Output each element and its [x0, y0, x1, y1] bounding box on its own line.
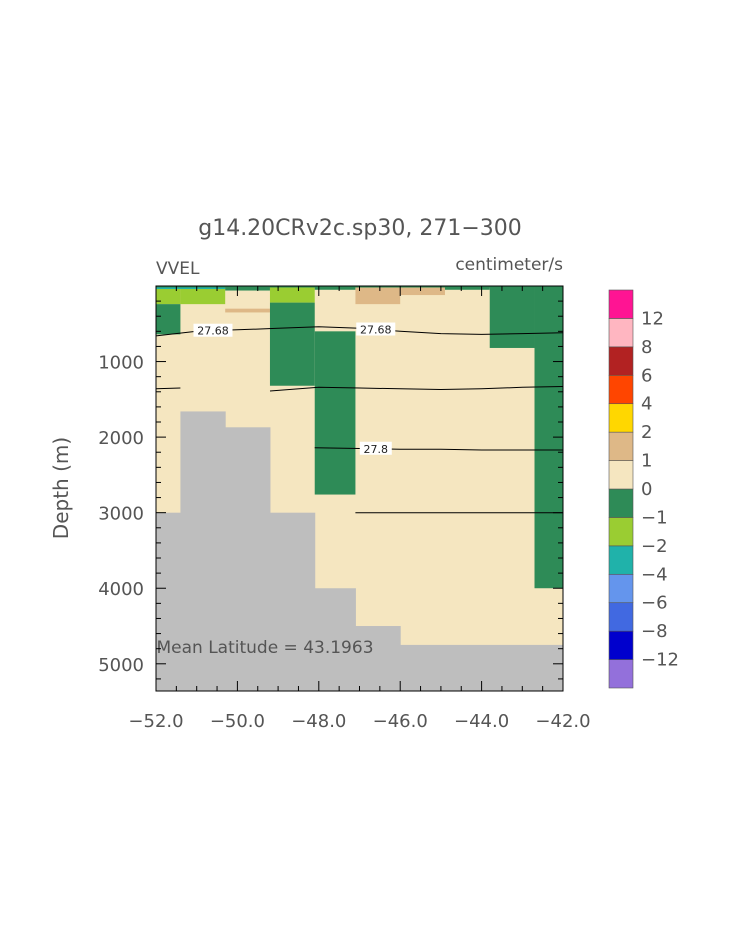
x-tick-label: −44.0	[454, 711, 509, 732]
legend-swatch	[608, 403, 634, 433]
heatmap-cell-4	[225, 308, 270, 313]
legend-label: −6	[641, 593, 668, 614]
mean-latitude-annotation: Mean Latitude = 43.1963	[156, 638, 373, 658]
legend-swatch	[608, 659, 634, 689]
heatmap-cell-6	[269, 286, 315, 303]
bathymetry-block-5	[355, 626, 401, 691]
legend-swatch	[608, 346, 634, 376]
bathymetry-block-2	[225, 427, 271, 691]
y-tick-label: 2000	[98, 428, 144, 449]
legend-swatch	[608, 602, 634, 632]
legend-swatch	[608, 431, 634, 461]
legend-label: 0	[641, 479, 652, 500]
heatmap-cell-3	[225, 286, 270, 291]
y-tick-label: 3000	[98, 504, 144, 525]
contour-label: 27.8	[364, 443, 389, 456]
contour-line-2	[269, 386, 564, 392]
legend-swatch	[608, 460, 634, 490]
legend-swatch	[608, 289, 634, 319]
contour-label: 27.68	[197, 325, 229, 338]
legend-label: −12	[641, 650, 679, 671]
legend-label: 6	[641, 365, 652, 386]
contour-line-3	[314, 447, 563, 451]
legend-label: 1	[641, 451, 652, 472]
heatmap-cell-0	[156, 286, 181, 305]
y-tick-label: 1000	[98, 353, 144, 374]
heatmap-cell-13	[489, 286, 535, 348]
x-tick-label: −50.0	[210, 711, 265, 732]
x-tick-label: −42.0	[535, 711, 590, 732]
bathymetry-block-4	[314, 588, 356, 691]
legend-label: −1	[641, 507, 668, 528]
legend-swatch	[608, 488, 634, 518]
heatmap-cell-10	[355, 286, 401, 305]
heatmap-cell-7	[269, 302, 315, 386]
bathymetry-block-3	[269, 512, 316, 691]
contour-line-1	[155, 387, 181, 390]
chart-title: g14.20CRv2c.sp30, 271−300	[198, 216, 522, 241]
legend-label: −8	[641, 621, 668, 642]
legend-label: −4	[641, 564, 668, 585]
legend-swatch	[608, 573, 634, 604]
variable-label: VVEL	[156, 259, 200, 279]
legend-label: −2	[641, 536, 668, 557]
y-axis-label: Depth (m)	[49, 437, 73, 539]
legend-label: 4	[641, 394, 652, 415]
heatmap-cell-11	[400, 286, 445, 296]
legend-swatch	[608, 517, 634, 547]
x-tick-label: −52.0	[128, 711, 183, 732]
plot-area: 27.68 27.68 27.8	[155, 286, 564, 691]
legend-label: 8	[641, 337, 652, 358]
heatmap-cell-9	[314, 286, 356, 290]
legend-swatch	[608, 318, 634, 348]
contour-label-bg	[193, 323, 233, 337]
legend-swatch	[608, 545, 634, 575]
heatmap-cell-12	[444, 286, 490, 290]
contour-label-bg	[359, 441, 392, 455]
legend-label: 2	[641, 422, 652, 443]
legend-swatch	[608, 630, 634, 660]
x-tick-label: −48.0	[291, 711, 346, 732]
legend-swatch	[608, 374, 634, 405]
y-tick-label: 5000	[98, 655, 144, 676]
x-tick-label: −46.0	[373, 711, 428, 732]
axes: −52.0 −50.0 −48.0 −46.0 −44.0 −42.0 1000 2000 30…	[98, 285, 591, 732]
contour-label: 27.68	[360, 324, 392, 337]
legend-label: 12	[641, 308, 664, 329]
heatmap-cell-5	[156, 304, 181, 335]
bathymetry-block-1	[180, 411, 226, 691]
contour-label-bg	[356, 322, 396, 336]
bathymetry-block-0	[156, 512, 181, 691]
units-label: centimeter/s	[455, 255, 563, 275]
heatmap-cell-8	[314, 331, 356, 495]
heatmap-cell-1	[180, 286, 226, 305]
y-tick-label: 4000	[98, 579, 144, 600]
